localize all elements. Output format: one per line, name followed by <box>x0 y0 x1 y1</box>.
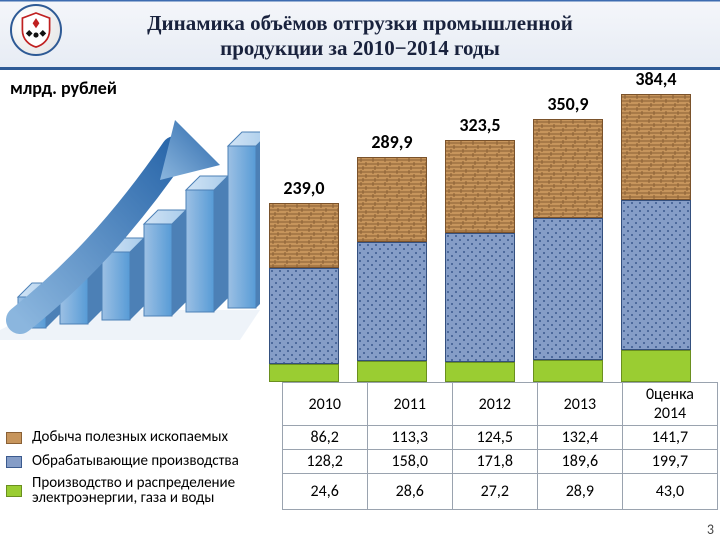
bar-segment-energy <box>533 360 603 382</box>
data-cell: 28,9 <box>537 474 622 510</box>
bar-column <box>269 203 339 382</box>
data-cell: 28,6 <box>367 474 452 510</box>
bar-segment-manuf <box>269 268 339 364</box>
bar-segment-energy <box>621 350 691 382</box>
data-cell: 158,0 <box>367 450 452 474</box>
data-cell: 171,8 <box>452 450 537 474</box>
bar-segment-mining <box>357 157 427 242</box>
bar-total-label: 289,9 <box>357 131 427 153</box>
legend-swatch-cell <box>2 426 26 450</box>
data-cell: 132,4 <box>537 426 622 450</box>
growth-arrow-illustration <box>0 110 260 380</box>
data-cell: 43,0 <box>622 474 717 510</box>
legend-swatch-cell <box>2 474 26 510</box>
data-cell: 27,2 <box>452 474 537 510</box>
table-row: Добыча полезных ископаемых86,2113,3124,5… <box>2 426 718 450</box>
stacked-bar-chart: 239,0289,9323,5350,9384,4 <box>265 82 710 382</box>
page-number: 3 <box>707 521 714 538</box>
data-cell: 128,2 <box>282 450 367 474</box>
bar-column <box>621 94 691 382</box>
bar-segment-energy <box>357 361 427 382</box>
data-cell: 189,6 <box>537 450 622 474</box>
table-col-header: 2010 <box>282 383 367 426</box>
bar-column <box>533 119 603 382</box>
title-line-2: продукции за 2010−2014 годы <box>50 36 670 60</box>
bar-segment-manuf <box>621 200 691 350</box>
data-cell: 124,5 <box>452 426 537 450</box>
bar-total-label: 350,9 <box>533 93 603 115</box>
table-header-row: 20102011201220130ценка 2014 <box>2 383 718 426</box>
bar-column <box>357 157 427 382</box>
coat-of-arms-icon <box>10 4 62 56</box>
bar-segment-mining <box>621 94 691 200</box>
table-row: Производство и распределение электроэнер… <box>2 474 718 510</box>
table-row: Обрабатывающие производства128,2158,0171… <box>2 450 718 474</box>
table-col-header: 0ценка 2014 <box>622 383 717 426</box>
data-cell: 113,3 <box>367 426 452 450</box>
bar-segment-manuf <box>533 218 603 360</box>
bar-segment-energy <box>445 362 515 382</box>
page-title: Динамика объёмов отгрузки промышленной п… <box>0 7 720 59</box>
data-cell: 199,7 <box>622 450 717 474</box>
title-banner: Динамика объёмов отгрузки промышленной п… <box>0 0 720 70</box>
bar-segment-manuf <box>357 242 427 361</box>
data-cell: 24,6 <box>282 474 367 510</box>
bar-segment-energy <box>269 364 339 382</box>
table-col-header: 2011 <box>367 383 452 426</box>
legend-swatch-cell <box>2 450 26 474</box>
table-col-header: 2012 <box>452 383 537 426</box>
data-cell: 141,7 <box>622 426 717 450</box>
legend-swatch-manuf <box>6 456 22 468</box>
series-name: Производство и распределение электроэнер… <box>26 474 282 510</box>
series-name: Добыча полезных ископаемых <box>26 426 282 450</box>
bar-total-label: 384,4 <box>621 68 691 90</box>
bar-segment-mining <box>269 203 339 268</box>
legend-swatch-mining <box>6 432 22 444</box>
data-table: 20102011201220130ценка 2014Добыча полезн… <box>2 382 718 510</box>
title-line-1: Динамика объёмов отгрузки промышленной <box>50 11 670 35</box>
bar-segment-manuf <box>445 233 515 362</box>
y-axis-label: млрд. рублей <box>10 77 117 99</box>
legend-swatch-energy <box>6 485 22 497</box>
bar-column <box>445 140 515 382</box>
data-cell: 86,2 <box>282 426 367 450</box>
bar-segment-mining <box>533 119 603 218</box>
bar-segment-mining <box>445 140 515 233</box>
bar-total-label: 323,5 <box>445 114 515 136</box>
series-name: Обрабатывающие производства <box>26 450 282 474</box>
bar-total-label: 239,0 <box>269 177 339 199</box>
table-col-header: 2013 <box>537 383 622 426</box>
